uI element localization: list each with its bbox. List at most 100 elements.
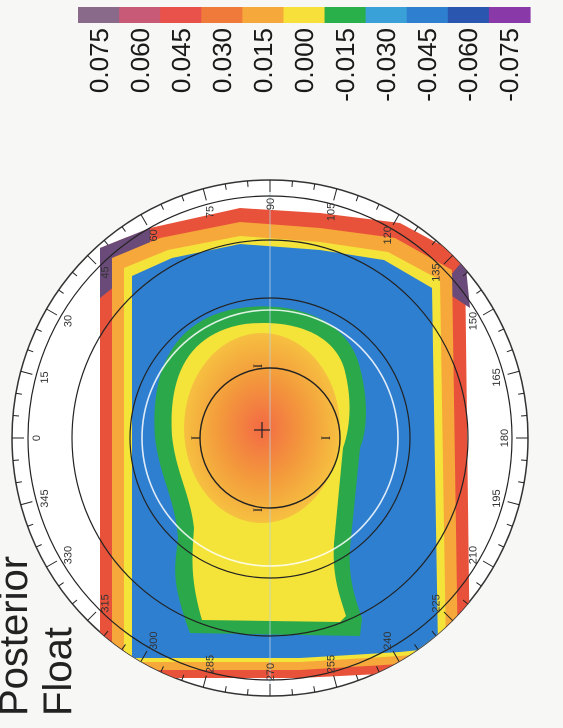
dial-angle-label: 165 [491,368,503,386]
ring-5mm [129,297,411,579]
dial-angle-label: 240 [382,631,394,649]
dial-tick [506,349,513,353]
dial-angle-label: 180 [499,429,511,447]
dial-tick [443,255,453,265]
dial-tick [291,688,293,696]
dial-tick [58,289,64,294]
dial-tick [12,459,20,461]
dial-tick [202,188,207,201]
dial-angle-label: 270 [265,663,277,681]
dial-tick [20,501,33,506]
color-scale-segment [406,7,449,23]
dial-angle-labels: 0 15 30 45 60 75 90 105 120 135 150 165 180 195 210 225… [31,198,511,681]
dial-tick [291,180,293,188]
dial-tick [58,582,64,587]
ring-3mm [199,367,341,509]
dial-tick [313,183,316,190]
dial-tick [462,271,468,277]
color-scale-segment [324,7,367,23]
dial-tick [482,560,494,568]
dial-tick [333,675,338,688]
dial-tick [414,226,419,232]
dial-angle-label: 45 [100,266,112,278]
dial-angle-label: 210 [468,546,480,564]
dial-tick [160,203,164,210]
dial-tick [392,650,400,662]
dial-tick [462,599,468,605]
dial-angle-label: 120 [382,226,394,244]
dial-tick [333,188,338,201]
dial-tick [72,271,78,277]
dial-tick [224,686,227,693]
dial-tick [46,560,58,568]
color-scale-segment [488,7,531,23]
dial-tick [140,214,148,226]
dial-tick [376,666,380,673]
ring-mark: I [250,508,265,512]
dial-tick [518,392,525,395]
dial-tick [520,459,528,461]
ring-mark: I [250,364,265,368]
dial-angle-label: 345 [39,489,51,507]
ring-mark: I [188,436,203,440]
color-scale-segment [119,7,161,23]
dial-ticks [12,180,528,696]
dial-tick [103,240,109,246]
dial-tick [355,674,359,681]
dial-tick [27,523,34,527]
dial-tick [121,644,126,650]
dial-tick [498,544,505,548]
dial-angle-label: 60 [148,229,160,241]
dial-tick [431,240,437,246]
dial-angle-label: 0 [31,435,43,441]
dial-tick [507,501,520,506]
dial-tick [72,599,78,605]
dial-tick [35,544,42,548]
dial-tick [520,415,528,417]
dial-tick [121,226,126,232]
color-scale-segment [201,7,243,23]
dial-angle-label: 90 [265,198,277,210]
color-scale-segment [160,7,202,23]
dial-tick [313,686,316,693]
dial-angle-label: 150 [468,312,480,330]
dial-tick [431,630,437,636]
dial-tick [12,415,20,417]
map-purple-corner-2 [440,258,470,308]
dial-tick [87,611,97,621]
dial-tick [224,183,227,190]
dial-tick [15,481,22,484]
ring-mark: I [318,436,333,440]
dial-angle-label: 255 [326,655,338,673]
dial-angle-label: 315 [100,594,112,612]
dial-tick [20,370,33,375]
dial-tick [498,328,505,332]
dial-angle-label: 225 [430,594,442,612]
dial-angle-label: 105 [326,203,338,221]
ring-7mm [71,239,469,637]
dial-angle-label: 330 [62,546,74,564]
dial-tick [355,195,359,202]
color-scale-segment [78,7,120,23]
dial-tick [181,195,185,202]
dial-tick [476,582,482,587]
dial-tick [443,611,453,621]
dial-angle-label: 30 [62,315,74,327]
dial-tick [414,644,419,650]
dial-tick [376,203,380,210]
color-scale-segment [283,7,326,23]
dial-tick [247,180,249,188]
dial-tick [160,666,164,673]
dial-tick [27,349,34,353]
dial-angle-label: 285 [204,655,216,673]
dial-angle-label: 300 [148,631,160,649]
dial-tick [35,328,42,332]
dial-tick [15,392,22,395]
dial-tick [476,289,482,294]
dial-tick [103,630,109,636]
dial-tick [46,308,58,316]
